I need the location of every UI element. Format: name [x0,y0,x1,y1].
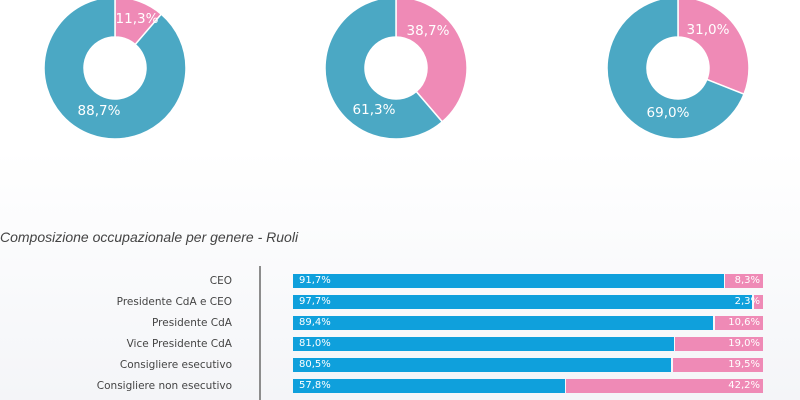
bar-male-label: 57,8% [299,380,331,391]
bar-female [725,274,763,288]
bar-male [293,316,714,330]
bar-row: 80,5% 19,5% [293,358,763,372]
bar-row: 81,0% 19,0% [293,337,763,351]
bar-male [293,358,672,372]
role-label: Presidente CdA e CEO [116,296,232,308]
bar-male-label: 81,0% [299,338,331,349]
bar-female [672,358,763,372]
chart-title: Composizione occupazionale per genere - … [0,229,299,245]
bar-male [293,337,674,351]
bar-female-label: 2,3% [734,296,760,307]
bar-row: 57,8% 42,2% [293,379,763,393]
bar-male [293,295,753,309]
bar-female [753,295,763,309]
bar-male-label: 80,5% [299,359,331,370]
bar-male [293,379,565,393]
donut-1-label-1: 11,3% [116,11,159,27]
bar-female-label: 8,3% [734,275,760,286]
bar-female-label: 19,5% [728,359,760,370]
bar-female [714,316,763,330]
role-label: Consigliere esecutivo [119,359,232,371]
donut-1-slice-2 [43,0,187,140]
donut-3-slice-1 [677,0,750,96]
donut-3-slice-2 [606,0,745,140]
donut-2-slice-2 [324,0,444,140]
bar-male-label: 97,7% [299,296,331,307]
donut-3-label-2: 69,0% [647,105,690,121]
role-label: CEO [209,275,232,287]
axis-divider [259,266,261,400]
bar-male-label: 89,4% [299,317,331,328]
role-label: Presidente CdA [152,317,232,329]
role-label: Consigliere non esecutivo [96,380,232,392]
bar-female [566,379,763,393]
donut-2-label-2: 61,3% [353,102,396,118]
donut-2-label-1: 38,7% [407,23,450,39]
donut-3-label-1: 31,0% [687,22,730,38]
role-label: Vice Presidente CdA [126,338,232,350]
bar-male [293,274,724,288]
bar-female [675,337,763,351]
donut-2-slice-1 [395,0,468,123]
bar-row: 91,7% 8,3% [293,274,763,288]
donut-1-label-2: 88,7% [78,103,121,119]
bar-row: 97,7% 2,3% [293,295,763,309]
bar-female-label: 19,0% [728,338,760,349]
bar-female-label: 42,2% [728,380,760,391]
bar-female-label: 10,6% [728,317,760,328]
bar-row: 89,4% 10,6% [293,316,763,330]
donut-charts: 11,3% 88,7% 38,7% 61,3% 31,0% 69,0% [43,0,750,140]
bar-male-label: 91,7% [299,275,331,286]
